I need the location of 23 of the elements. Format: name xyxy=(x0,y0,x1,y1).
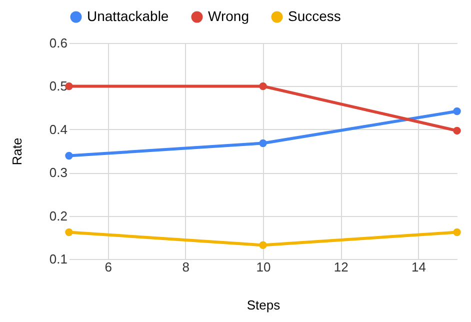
legend-label: Success xyxy=(288,8,341,24)
y-tick-label: 0.1 xyxy=(49,252,68,266)
point xyxy=(453,228,461,236)
y-tick-label: 0.2 xyxy=(49,208,68,224)
x-tick-label: 6 xyxy=(104,260,112,274)
y-tick-label: 0.4 xyxy=(49,122,68,137)
y-axis-title: Rate xyxy=(9,138,24,166)
legend-label: Wrong xyxy=(208,8,249,24)
x-tick-label: 14 xyxy=(411,260,426,274)
point xyxy=(453,107,461,116)
point xyxy=(259,82,267,90)
y-tick-label: 0.3 xyxy=(49,165,68,180)
point xyxy=(65,228,73,236)
x-axis-title: Steps xyxy=(246,298,281,312)
x-tick-label: 8 xyxy=(182,260,190,274)
x-tick-label: 10 xyxy=(256,260,271,274)
point xyxy=(259,241,267,250)
point xyxy=(65,152,73,160)
y-tick-label: 0.6 xyxy=(49,36,68,50)
point xyxy=(259,139,267,148)
x-tick-label: 12 xyxy=(334,260,348,274)
point xyxy=(453,126,461,135)
legend-label: Unattackable xyxy=(87,8,169,24)
